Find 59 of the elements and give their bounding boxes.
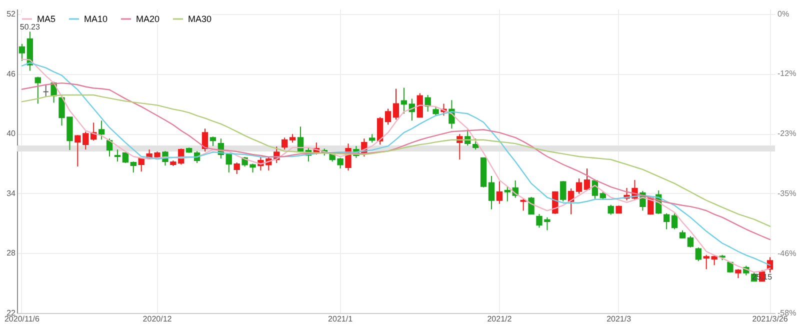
x-tick-label: 2020/11/6 xyxy=(4,314,40,324)
y2-tick-label: -58% xyxy=(778,308,796,318)
candlestick xyxy=(608,204,614,216)
candlestick xyxy=(520,198,526,212)
x-tick-label: 2021/2 xyxy=(487,314,512,324)
candlestick xyxy=(234,162,240,174)
annotation: 50.23 xyxy=(20,22,40,32)
y-tick-label: 34 xyxy=(6,188,16,198)
candlestick xyxy=(504,186,510,202)
candlestick xyxy=(18,43,26,62)
candlestick xyxy=(202,128,208,152)
candlestick xyxy=(282,137,288,150)
legend-label: MA20 xyxy=(136,14,160,24)
y-tick-label: 40 xyxy=(6,129,16,138)
y-tick-label: 46 xyxy=(6,69,16,78)
candlestick xyxy=(106,138,113,158)
candlestick xyxy=(424,94,431,112)
candlestick xyxy=(98,120,105,140)
candlestick xyxy=(384,108,392,126)
x-tick-label: 2021/1 xyxy=(328,314,354,324)
legend-label: MA5 xyxy=(37,14,56,24)
candlestick xyxy=(210,136,216,147)
candlestick xyxy=(496,180,503,204)
line-series xyxy=(21,82,771,240)
candlestick xyxy=(488,175,495,210)
candlestick xyxy=(584,168,590,191)
x-tick-label: 2020/12 xyxy=(142,314,172,324)
annotation: 25.15 xyxy=(752,272,773,282)
candlestick xyxy=(560,180,566,202)
candlestick xyxy=(472,138,479,150)
legend-label: MA30 xyxy=(188,14,212,24)
legend-label: MA10 xyxy=(84,14,108,24)
candlestick xyxy=(130,161,136,173)
y-tick-label: 22 xyxy=(6,308,16,318)
candlestick xyxy=(42,84,49,98)
candlestick xyxy=(456,134,463,160)
candlestick xyxy=(687,236,694,248)
candlestick xyxy=(400,87,408,114)
candlestick xyxy=(576,178,582,194)
x-tick-label: 2021/3 xyxy=(606,314,632,324)
candlestick xyxy=(695,246,702,262)
y2-tick-label: -12% xyxy=(778,69,796,78)
y2-tick-label: 0% xyxy=(778,9,790,18)
candlestick xyxy=(671,212,678,230)
y-tick-label: 28 xyxy=(6,248,16,258)
candlestick xyxy=(138,157,144,172)
y-tick-label: 52 xyxy=(6,9,16,18)
candlestick xyxy=(114,149,121,162)
candlestick xyxy=(528,196,534,215)
candlestick xyxy=(226,153,232,173)
y2-tick-label: -35% xyxy=(778,188,796,198)
y2-tick-label: -23% xyxy=(778,129,796,138)
y2-tick-label: -46% xyxy=(778,248,796,258)
candlestick xyxy=(34,76,41,104)
candlestick xyxy=(122,152,129,164)
candlestick xyxy=(377,116,384,146)
x-tick-label: 2021/3/26 xyxy=(752,314,788,324)
candlestick xyxy=(663,212,670,230)
candlestick xyxy=(392,88,400,120)
